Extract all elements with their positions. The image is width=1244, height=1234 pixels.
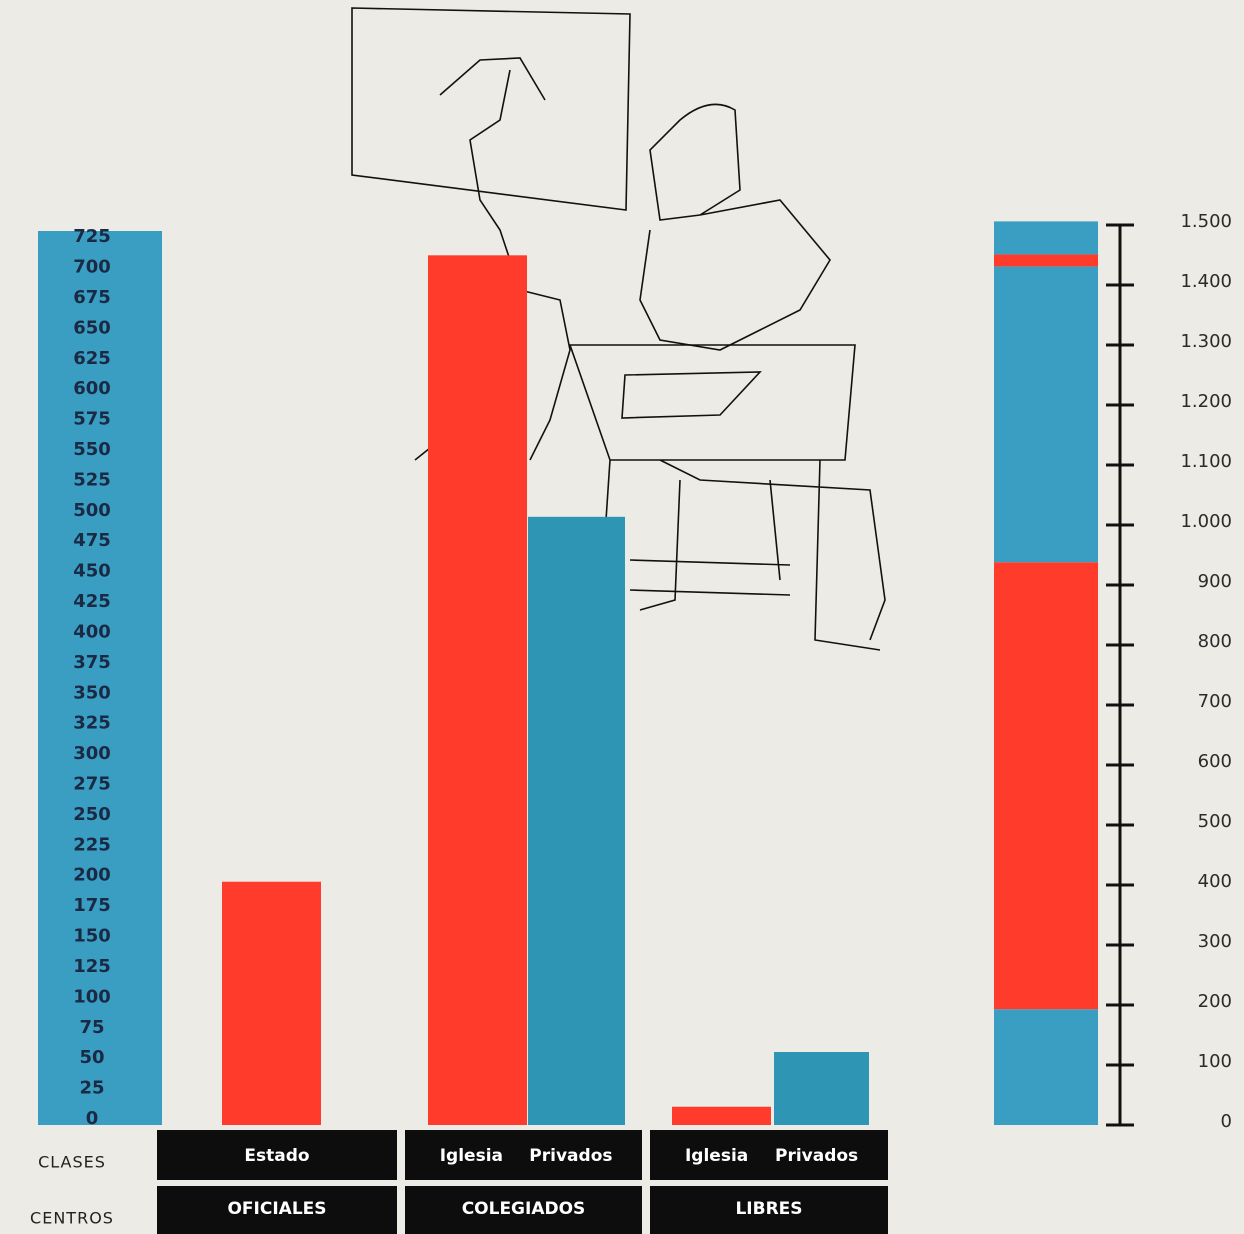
y-tick-label: 25 bbox=[79, 1078, 104, 1099]
y-tick-label: 650 bbox=[73, 317, 111, 338]
category-label: Privados bbox=[775, 1146, 858, 1166]
y-tick-label: 0 bbox=[1221, 1111, 1232, 1132]
y-tick-label: 1.400 bbox=[1180, 271, 1232, 292]
y-tick-label: 425 bbox=[73, 591, 111, 612]
y-tick-label: 500 bbox=[1198, 811, 1232, 832]
y-tick-label: 675 bbox=[73, 287, 111, 308]
label-box bbox=[157, 1186, 397, 1234]
y-tick-label: 1.100 bbox=[1180, 451, 1232, 472]
label-box bbox=[650, 1186, 888, 1234]
y-tick-label: 250 bbox=[73, 804, 111, 825]
bar bbox=[222, 881, 321, 1125]
y-tick-label: 125 bbox=[73, 956, 111, 977]
y-tick-label: 200 bbox=[73, 865, 111, 886]
group-label: COLEGIADOS bbox=[462, 1199, 586, 1219]
y-tick-label: 0 bbox=[86, 1108, 99, 1129]
y-tick-label: 600 bbox=[73, 378, 111, 399]
y-tick-label: 725 bbox=[73, 226, 111, 247]
label-box bbox=[650, 1130, 888, 1180]
label-box bbox=[157, 1130, 397, 1180]
y-tick-label: 75 bbox=[79, 1017, 104, 1038]
y-tick-label: 1.200 bbox=[1180, 391, 1232, 412]
axis-band bbox=[38, 231, 162, 1125]
stack-segment bbox=[994, 562, 1098, 1010]
y-tick-label: 900 bbox=[1198, 571, 1232, 592]
y-tick-label: 575 bbox=[73, 409, 111, 430]
y-tick-label: 100 bbox=[1198, 1051, 1232, 1072]
y-tick-label: 175 bbox=[73, 895, 111, 916]
y-tick-label: 375 bbox=[73, 652, 111, 673]
y-tick-label: 225 bbox=[73, 834, 111, 855]
right-chart: 0 100 200 300 400 500 600 700 800 900 1.000 1.100 1.… bbox=[994, 211, 1232, 1132]
y-tick-label: 1.500 bbox=[1180, 211, 1232, 232]
y-tick-label: 600 bbox=[1198, 751, 1232, 772]
bar bbox=[428, 255, 527, 1125]
label-box bbox=[405, 1130, 642, 1180]
y-tick-label: 350 bbox=[73, 682, 111, 703]
bar bbox=[528, 516, 625, 1125]
bar bbox=[672, 1106, 771, 1125]
y-tick-label: 200 bbox=[1198, 991, 1232, 1012]
stack-segment bbox=[994, 1009, 1098, 1125]
y-tick-label: 150 bbox=[73, 926, 111, 947]
y-tick-label: 300 bbox=[73, 743, 111, 764]
row-label: CLASES bbox=[38, 1153, 106, 1172]
stack-segment bbox=[994, 221, 1098, 255]
y-tick-label: 1.000 bbox=[1180, 511, 1232, 532]
stack-segment bbox=[994, 266, 1098, 563]
row-label: CENTROS bbox=[30, 1209, 114, 1228]
y-tick-label: 325 bbox=[73, 713, 111, 734]
y-tick-label: 400 bbox=[73, 621, 111, 642]
category-label: Iglesia bbox=[440, 1146, 503, 1166]
y-tick-label: 450 bbox=[73, 561, 111, 582]
y-tick-label: 50 bbox=[79, 1047, 104, 1068]
group-label: OFICIALES bbox=[227, 1199, 326, 1219]
left-chart: 0 25 50 75 100 125 150 175 200 225 250 275 300 325 350… bbox=[30, 226, 888, 1234]
y-tick-label: 500 bbox=[73, 500, 111, 521]
stack-segment bbox=[994, 254, 1098, 267]
y-tick-label: 100 bbox=[73, 986, 111, 1007]
category-label: Estado bbox=[244, 1146, 309, 1166]
y-tick-label: 800 bbox=[1198, 631, 1232, 652]
y-tick-label: 625 bbox=[73, 348, 111, 369]
category-label: Privados bbox=[529, 1146, 612, 1166]
y-tick-label: 400 bbox=[1198, 871, 1232, 892]
y-tick-label: 700 bbox=[73, 257, 111, 278]
y-tick-label: 475 bbox=[73, 530, 111, 551]
y-tick-label: 525 bbox=[73, 469, 111, 490]
y-tick-label: 700 bbox=[1198, 691, 1232, 712]
y-tick-label: 550 bbox=[73, 439, 111, 460]
label-box bbox=[405, 1186, 642, 1234]
category-label: Iglesia bbox=[685, 1146, 748, 1166]
group-label: LIBRES bbox=[735, 1199, 802, 1219]
y-tick-label: 300 bbox=[1198, 931, 1232, 952]
y-tick-label: 275 bbox=[73, 774, 111, 795]
bar bbox=[774, 1052, 869, 1125]
y-tick-label: 1.300 bbox=[1180, 331, 1232, 352]
